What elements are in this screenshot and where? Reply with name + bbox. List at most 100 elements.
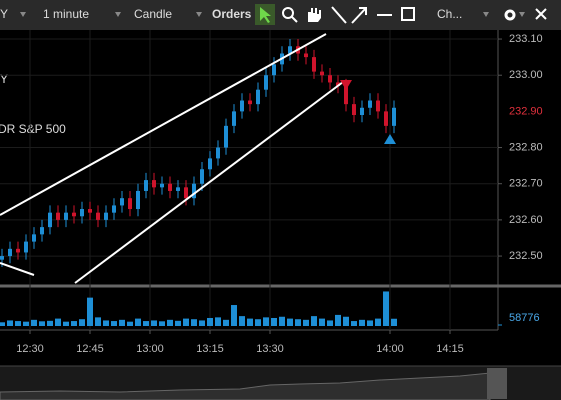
volume-bar: [287, 318, 293, 326]
candle-body: [128, 198, 132, 210]
candle-body: [32, 234, 36, 242]
watermark-symbol: PY: [0, 72, 8, 86]
volume-bar: [71, 321, 77, 326]
volume-bar: [239, 316, 245, 326]
arrow-tool[interactable]: [351, 7, 367, 24]
candle-body: [144, 180, 148, 191]
volume-bar: [175, 320, 181, 326]
close-button[interactable]: [535, 8, 547, 20]
volume-bar: [39, 321, 45, 326]
x-tick-label: 13:00: [136, 343, 164, 355]
volume-bar: [135, 318, 141, 326]
volume-bar: [63, 321, 69, 326]
x-tick-label: 12:45: [76, 343, 104, 355]
candle-body: [120, 198, 124, 206]
orders-button[interactable]: Orders: [212, 7, 252, 21]
candle-body: [40, 227, 44, 235]
candle-body: [0, 256, 4, 260]
candle-body: [176, 187, 180, 191]
volume-bar: [103, 320, 109, 326]
candle-body: [64, 212, 68, 220]
zoom-tool[interactable]: [282, 7, 294, 19]
candle-body: [312, 57, 316, 72]
candle-body: [224, 125, 228, 148]
y-tick-label: 233.10: [509, 33, 543, 45]
navigator-handle[interactable]: [487, 368, 507, 399]
candle-body: [56, 212, 60, 220]
zoom-handle: [291, 16, 298, 23]
volume-bar: [87, 297, 93, 326]
y-tick-label: 232.70: [509, 178, 543, 190]
y-tick-label: 232.80: [509, 141, 543, 153]
candle-body: [368, 100, 372, 108]
candle-body: [8, 248, 12, 257]
volume-bar: [119, 319, 125, 326]
candle-body: [376, 100, 380, 112]
candle-body: [336, 82, 340, 87]
candle-body: [168, 183, 172, 191]
candle-body: [184, 187, 188, 199]
chart-menu[interactable]: Ch...: [437, 7, 462, 21]
volume-bar: [271, 317, 277, 326]
volume-bar: [207, 317, 213, 326]
candle-body: [272, 64, 276, 76]
volume-bar: [311, 316, 317, 326]
x-tick-label: 12:30: [16, 343, 44, 355]
candle-body: [288, 46, 292, 54]
candle-body: [360, 107, 364, 115]
volume-bar: [79, 319, 85, 326]
volume-label: 58776: [509, 312, 540, 324]
trendline: [0, 33, 327, 216]
last-price-label: 232.90: [509, 105, 543, 117]
candle-body: [304, 53, 308, 58]
volume-bar: [359, 319, 365, 326]
trendline: [0, 262, 35, 276]
volume-bar: [351, 321, 357, 326]
volume-bar: [167, 319, 173, 326]
candle-body: [328, 75, 332, 83]
volume-bar: [47, 320, 53, 326]
volume-bar: [127, 321, 133, 326]
candle-body: [104, 212, 108, 220]
candle-body: [200, 169, 204, 184]
candle-body: [136, 190, 140, 210]
dropdown-arrow: [196, 12, 202, 17]
symbol-field[interactable]: Y: [0, 7, 8, 21]
volume-bar: [343, 316, 349, 326]
candle-body: [240, 100, 244, 112]
volume-bar: [303, 319, 309, 326]
volume-bar: [143, 321, 149, 326]
candle-body: [320, 71, 324, 76]
volume-bar: [327, 320, 333, 326]
rect-tool[interactable]: [401, 7, 415, 21]
volume-bar: [31, 319, 37, 326]
candle-body: [256, 89, 260, 105]
volume-bar: [383, 291, 389, 326]
candle-body: [16, 248, 20, 253]
volume-bar: [335, 314, 341, 326]
pointer-icon: [260, 7, 271, 23]
volume-bar: [151, 320, 157, 326]
candle-body: [152, 180, 156, 188]
volume-bar: [7, 320, 13, 326]
candle-body: [392, 107, 396, 126]
y-tick-label: 232.60: [509, 214, 543, 226]
line-tool[interactable]: [331, 6, 347, 24]
volume-bar: [279, 316, 285, 326]
volume-bar: [199, 320, 205, 326]
candle-body: [96, 212, 100, 220]
pan-tool[interactable]: [308, 8, 321, 22]
settings-button[interactable]: [504, 9, 516, 21]
candle-body: [72, 212, 76, 217]
interval-select[interactable]: 1 minute: [43, 7, 89, 21]
volume-bar: [23, 321, 29, 326]
volume-bar: [183, 318, 189, 326]
dropdown-arrow: [20, 12, 26, 17]
volume-bar: [247, 318, 253, 326]
candle-body: [88, 209, 92, 213]
volume-bar: [263, 317, 269, 326]
y-tick-label: 233.00: [509, 69, 543, 81]
style-select[interactable]: Candle: [134, 7, 172, 21]
